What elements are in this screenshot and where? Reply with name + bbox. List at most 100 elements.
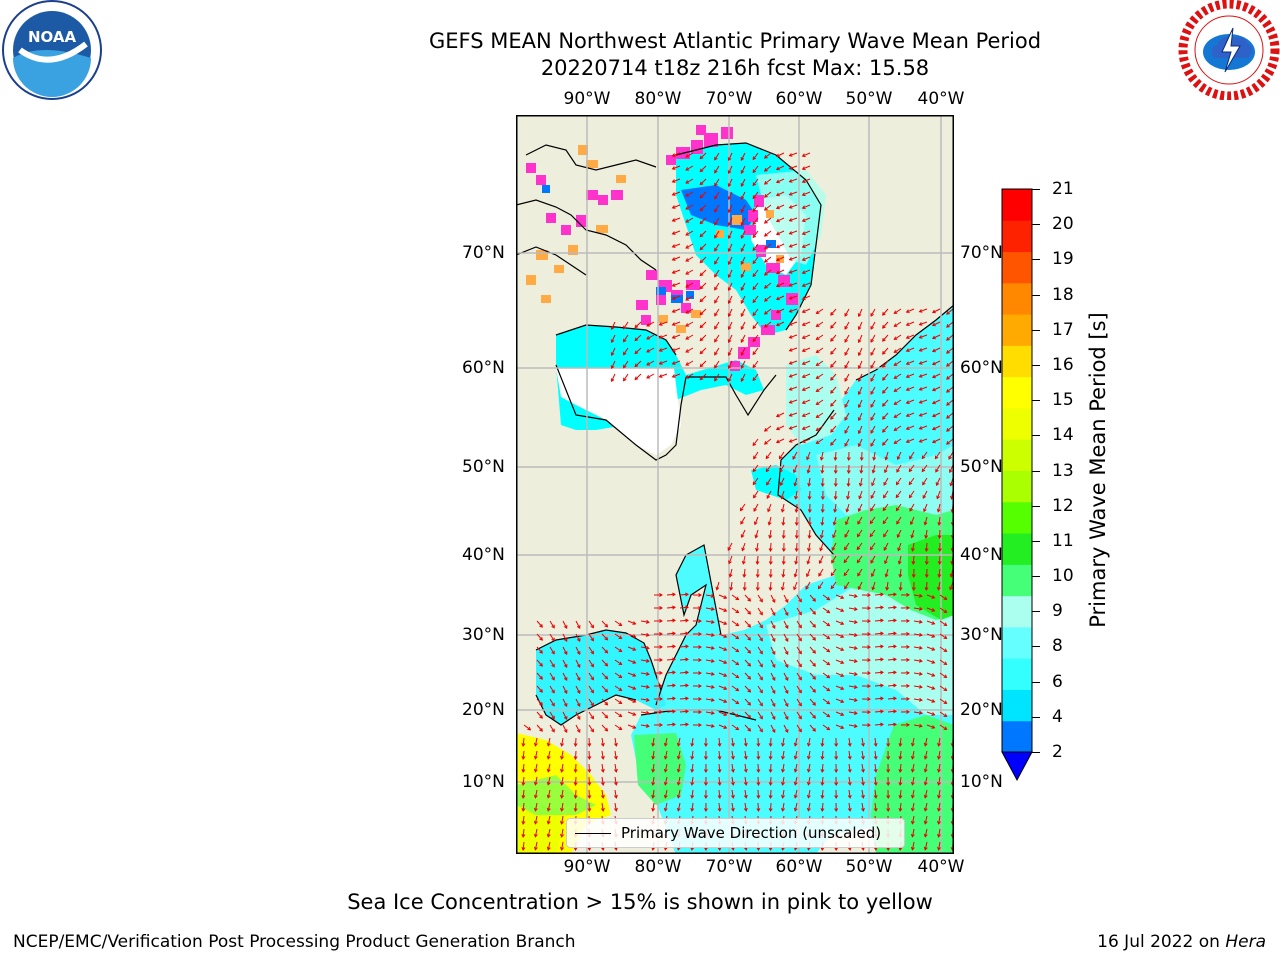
wave-arrow (769, 542, 772, 552)
wave-arrow (870, 503, 876, 512)
wave-arrow (764, 269, 772, 276)
wave-arrow-head (759, 728, 763, 733)
wave-arrow (685, 334, 694, 340)
wave-arrow-head (905, 426, 910, 430)
wave-arrow-head (775, 166, 780, 171)
wave-arrow-head (563, 677, 568, 681)
wave-arrow (536, 620, 543, 628)
wave-arrow (770, 750, 772, 760)
wave-arrow-head (788, 166, 793, 170)
wave-arrow-head (740, 287, 745, 291)
wave-arrow-head (690, 807, 695, 812)
colorbar-tick-label: 10 (1052, 566, 1074, 587)
wave-arrow (946, 425, 954, 432)
wave-arrow (705, 724, 714, 727)
wave-arrow (522, 763, 525, 773)
wave-arrow (634, 360, 642, 367)
wave-arrow-head (546, 794, 551, 799)
wave-arrow-head (747, 727, 752, 732)
wave-arrow-head (645, 684, 650, 689)
wave-arrow (652, 789, 655, 798)
wave-arrow-head (560, 833, 564, 838)
wave-arrow (887, 723, 897, 726)
wave-arrow-head (781, 807, 785, 812)
wave-arrow (783, 672, 789, 681)
wave-arrow (731, 672, 739, 679)
wave-arrow-head (775, 309, 780, 314)
wave-arrow-head (618, 713, 623, 718)
wave-arrow-head (533, 833, 538, 838)
wave-arrow (894, 360, 902, 366)
wave-arrow-head (931, 621, 936, 625)
wave-arrow (627, 620, 636, 625)
wave-arrow (744, 776, 747, 785)
wave-arrow-head (775, 218, 780, 223)
wave-arrow-head (685, 219, 690, 223)
wave-arrow (575, 620, 581, 629)
wave-arrow-head (843, 572, 848, 577)
wave-arrow-head (781, 548, 786, 552)
wave-arrow-head (896, 534, 901, 539)
wave-arrow (796, 724, 802, 732)
wave-arrow-head (768, 548, 773, 552)
wave-arrow-head (931, 608, 936, 612)
wave-arrow-head (698, 645, 702, 650)
wave-arrow (939, 607, 947, 613)
lon-label-60w-bottom: 60°W (775, 857, 823, 877)
wave-arrow-head (923, 755, 928, 760)
wave-arrow-head (676, 742, 681, 747)
wave-arrow (744, 724, 751, 732)
lat-label-30n-left: 30°N (462, 625, 505, 645)
wave-arrow-head (563, 664, 568, 668)
wave-arrow (679, 593, 689, 596)
wave-arrow (939, 698, 947, 704)
wave-arrow-head (880, 657, 884, 662)
wave-arrow (802, 256, 811, 261)
wave-arrow (744, 659, 751, 667)
wave-arrow (718, 763, 721, 773)
wave-arrow (919, 360, 928, 365)
wave-arrow-head (893, 414, 898, 418)
wave-arrow-head (893, 631, 897, 636)
wave-arrow (646, 347, 655, 353)
colorbar-segment (1002, 470, 1032, 503)
wave-arrow-head (867, 645, 871, 650)
wave-arrow-head (871, 469, 876, 474)
wave-arrow (911, 529, 915, 538)
wave-arrow (757, 698, 763, 706)
wave-arrow-head (806, 469, 811, 474)
wave-arrow (821, 516, 824, 525)
wave-arrow (938, 776, 941, 785)
wave-arrow-head (946, 402, 950, 406)
wave-arrow (848, 750, 851, 759)
wave-arrow (802, 334, 811, 339)
wave-arrow-head (576, 638, 581, 642)
wave-arrow-head (806, 768, 811, 773)
wave-arrow-head (931, 387, 936, 392)
wave-arrow-head (771, 651, 776, 655)
wave-arrow (822, 620, 830, 627)
wave-arrow (764, 230, 772, 237)
wave-arrow (685, 282, 694, 288)
wave-arrow-head (753, 507, 757, 512)
wave-arrow (776, 152, 785, 157)
wave-arrow (816, 373, 824, 379)
wave-arrow (614, 659, 622, 665)
wave-arrow (672, 152, 681, 157)
wave-arrow-head (918, 606, 923, 611)
wave-arrow (816, 308, 824, 314)
wave-arrow-head (853, 711, 858, 715)
colorbar-tick-label: 2 (1052, 742, 1063, 762)
wave-arrow (844, 529, 850, 538)
wave-arrow-head (685, 605, 689, 610)
wave-arrow-head (893, 310, 898, 314)
wave-arrow (899, 763, 902, 773)
wave-arrow (809, 633, 816, 641)
wave-arrow-head (844, 312, 848, 317)
wave-arrow-head (923, 768, 928, 773)
wave-arrow (699, 321, 707, 328)
wave-arrow-head (685, 271, 690, 275)
wave-arrow (835, 659, 844, 664)
wave-arrow (744, 620, 751, 628)
wave-arrow-head (943, 596, 948, 601)
